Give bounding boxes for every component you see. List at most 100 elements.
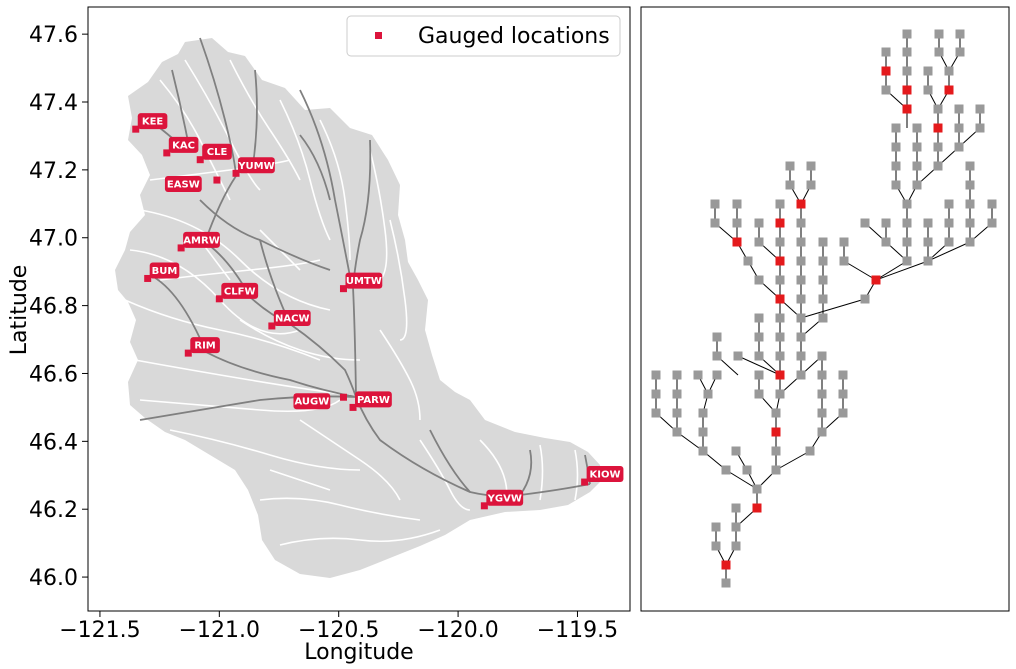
network-node <box>785 161 795 171</box>
network-node <box>721 578 731 588</box>
y-tick-label: 46.4 <box>29 430 78 455</box>
network-node <box>923 85 933 95</box>
network-node <box>771 446 781 456</box>
network-edge <box>927 241 971 262</box>
network-node <box>698 427 708 437</box>
network-node <box>860 218 870 228</box>
gauge-label: KEE <box>142 117 164 128</box>
gauge-umtw: UMTW <box>339 272 383 293</box>
network-node <box>891 161 901 171</box>
network-node <box>965 199 975 209</box>
network-node <box>933 161 943 171</box>
network-node <box>912 161 922 171</box>
network-node <box>752 484 762 494</box>
network-node <box>651 408 661 418</box>
network-node <box>923 256 933 266</box>
gauge-marker <box>232 169 240 177</box>
y-axis-label: Latitude <box>7 265 32 356</box>
network-node <box>731 541 741 551</box>
gauge-cle: CLE <box>196 143 232 164</box>
gauge-parw: PARW <box>349 391 392 411</box>
network-node <box>698 446 708 456</box>
network-node <box>775 332 785 342</box>
network-node <box>775 199 785 209</box>
x-tick-label: −120.5 <box>298 618 379 643</box>
network-edge <box>875 260 908 281</box>
network-node <box>732 218 742 228</box>
gauge-marker <box>339 285 347 293</box>
gauge-marker <box>339 393 347 401</box>
gauge-marker <box>268 322 276 330</box>
gauge-label: EASW <box>167 180 200 191</box>
network-node <box>796 313 806 323</box>
map-plot-area <box>115 37 602 578</box>
network-node <box>881 218 891 228</box>
y-tick-label: 47.4 <box>29 91 78 116</box>
network-node <box>955 29 965 39</box>
gauge-marker <box>163 149 171 157</box>
network-edge <box>737 355 781 376</box>
network-node-gauged <box>775 218 785 228</box>
gauge-label-box <box>149 262 180 279</box>
network-node <box>785 180 795 190</box>
gauge-label-box <box>190 337 220 354</box>
network-node <box>775 237 785 247</box>
network-node <box>754 370 764 380</box>
network-node-gauged <box>732 237 742 247</box>
y-tick-label: 47.6 <box>29 23 78 48</box>
gauge-label-box <box>168 136 199 153</box>
network-node <box>775 389 785 399</box>
network-node <box>902 237 912 247</box>
network-node <box>923 66 933 76</box>
network-node <box>881 237 891 247</box>
network-node <box>651 370 661 380</box>
gauge-label-box <box>164 176 202 193</box>
network-node <box>965 161 975 171</box>
network-node <box>944 218 954 228</box>
network-node <box>796 351 806 361</box>
y-tick-label: 47.0 <box>29 227 78 252</box>
network-node <box>965 237 975 247</box>
gauge-label-box <box>137 113 168 130</box>
gauge-label-box <box>273 309 311 326</box>
network-node <box>805 446 815 456</box>
gauge-label: YGVW <box>487 493 522 504</box>
network-node <box>933 142 943 152</box>
network-node <box>672 370 682 380</box>
network-node <box>711 541 721 551</box>
network-node <box>934 29 944 39</box>
network-node <box>839 256 849 266</box>
gauge-label: AUGW <box>294 397 329 408</box>
network-node <box>672 408 682 418</box>
x-axis-label: Longitude <box>304 640 413 665</box>
gauge-label: CLE <box>207 147 228 158</box>
network-node-gauged <box>796 199 806 209</box>
network-edge <box>800 298 866 319</box>
gauge-label: RIM <box>194 341 215 352</box>
gauge-marker <box>132 125 140 133</box>
map-ticks: −121.5 −121.0 −120.5 −120.0 −119.5 46.0 46.2 46… <box>29 23 618 643</box>
legend-label: Gauged locations <box>418 24 610 49</box>
network-node <box>710 199 720 209</box>
gauge-yumw: YUMW <box>232 157 275 177</box>
gauge-label: PARW <box>357 395 390 406</box>
network-node <box>955 47 965 57</box>
network-node <box>954 142 964 152</box>
gauge-marker <box>581 478 589 486</box>
network-node <box>712 351 722 361</box>
y-tick-label: 46.0 <box>29 566 78 591</box>
gauge-label: UMTW <box>346 276 382 287</box>
network-node <box>775 313 785 323</box>
network-node <box>754 313 764 323</box>
legend: Gauged locations <box>346 15 621 57</box>
network-node <box>838 389 848 399</box>
network-node <box>731 446 741 456</box>
network-node <box>912 123 922 133</box>
network-node <box>754 275 764 285</box>
gauge-nacw: NACW <box>268 309 311 330</box>
network-node <box>933 104 943 114</box>
network-node <box>693 370 703 380</box>
network-node <box>839 237 849 247</box>
network-axes-frame <box>640 6 1010 612</box>
network-node <box>742 465 752 475</box>
